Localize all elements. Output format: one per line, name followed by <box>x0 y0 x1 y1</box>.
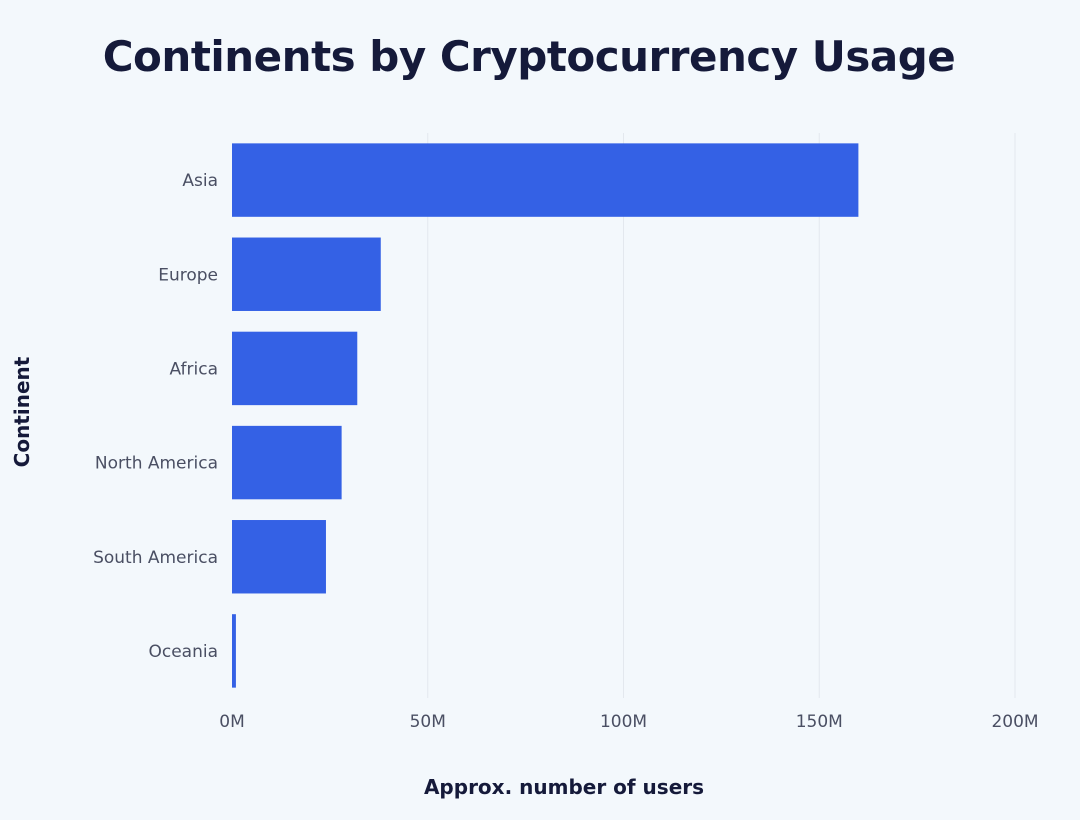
x-tick-label: 200M <box>991 712 1038 732</box>
category-label: Europe <box>158 265 218 285</box>
category-label: Asia <box>182 171 218 191</box>
bar-south-america <box>232 520 326 594</box>
category-labels: Asia Europe Africa North America South Ameri… <box>93 171 218 662</box>
category-label: North America <box>95 454 218 474</box>
bar-north-america <box>232 425 342 500</box>
x-tick-label: 0M <box>219 712 244 732</box>
gridlines <box>427 133 1016 698</box>
category-label: Oceania <box>148 642 218 662</box>
category-label: South America <box>93 548 218 568</box>
x-tick-label: 150M <box>796 712 843 732</box>
bars <box>232 143 859 688</box>
category-label: Africa <box>170 359 219 379</box>
bar-africa <box>232 331 358 406</box>
chart-title: Continents by Cryptocurrency Usage <box>102 32 956 81</box>
bar-europe <box>232 237 381 311</box>
bar-asia <box>232 143 859 217</box>
bar-oceania <box>232 614 236 688</box>
x-tick-labels: 0M 50M 100M 150M 200M <box>219 712 1038 732</box>
x-tick-label: 50M <box>410 712 446 732</box>
x-axis-title: Approx. number of users <box>423 775 705 799</box>
x-tick-label: 100M <box>600 712 647 732</box>
